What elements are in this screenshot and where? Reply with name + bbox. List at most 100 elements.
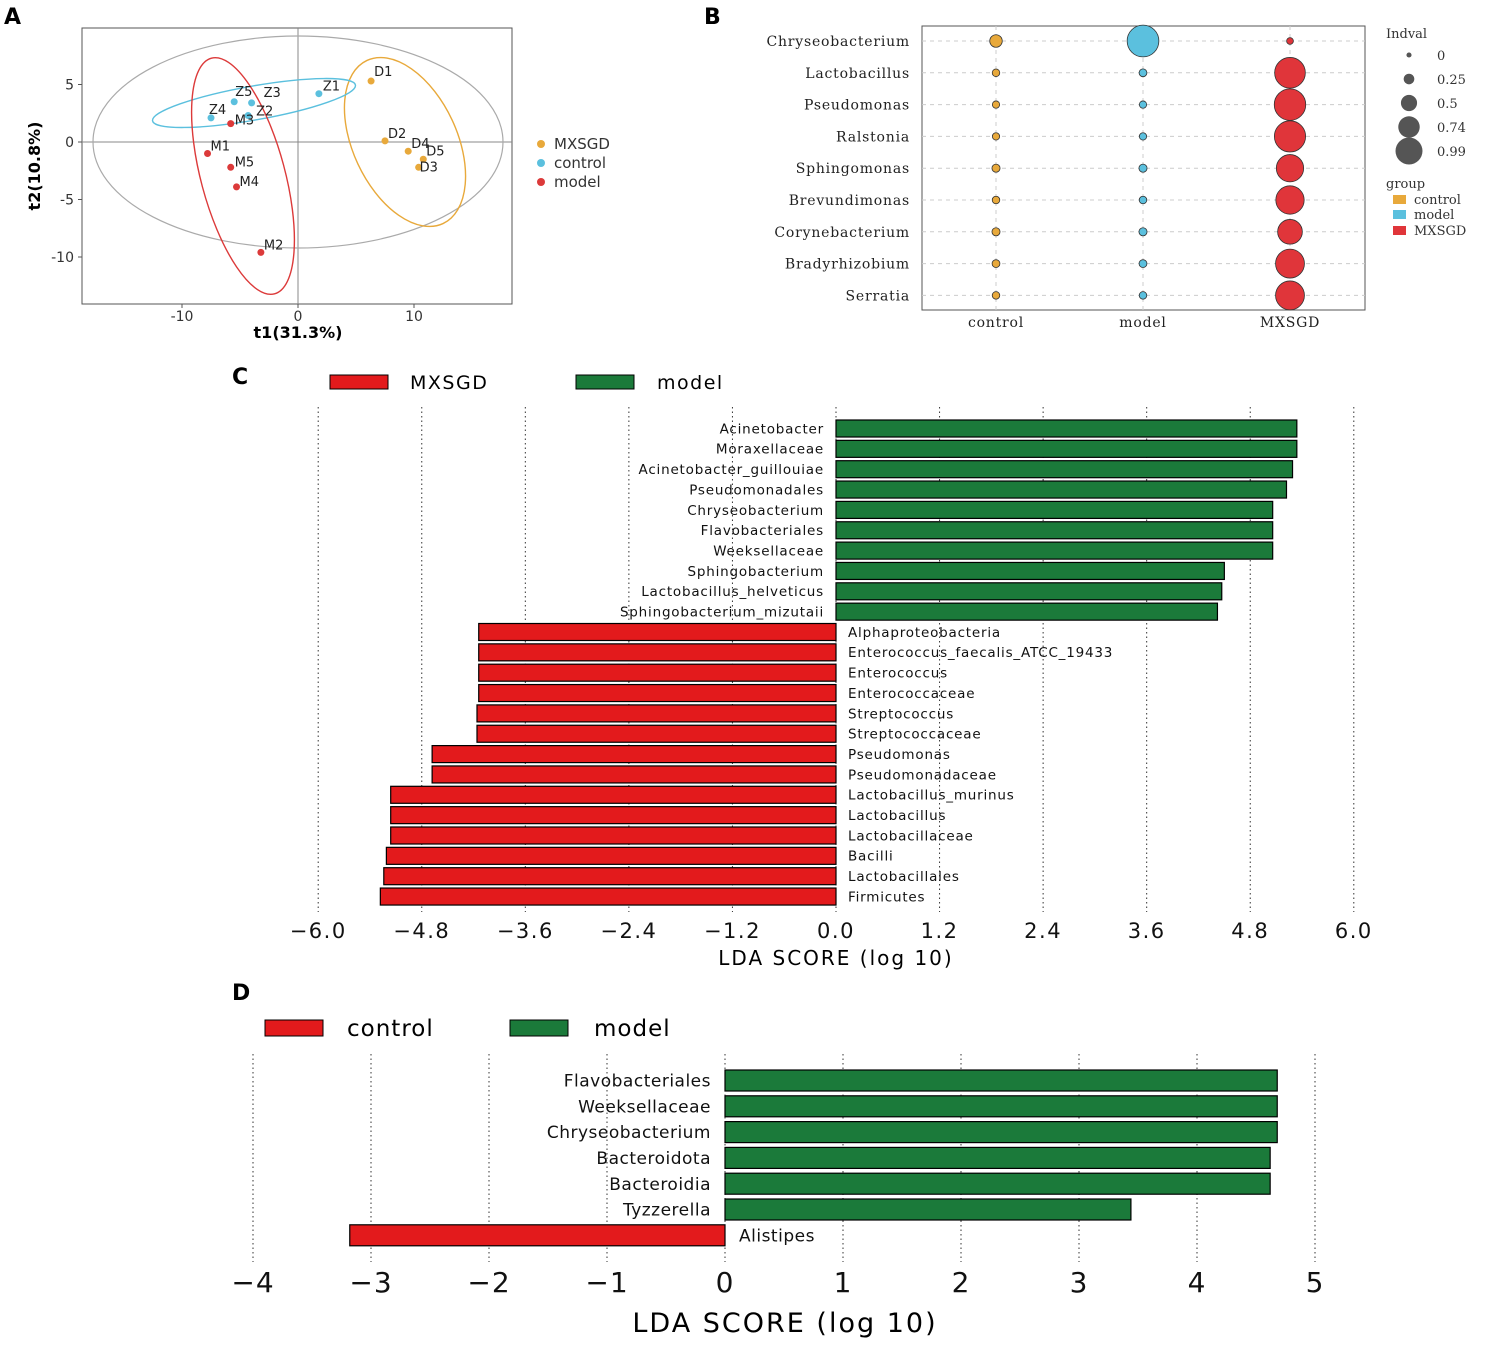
bar-label-enterococcus-faecalis-atcc-19433: Enterococcus_faecalis_ATCC_19433 — [848, 645, 1113, 661]
bar-lactobacillales — [383, 867, 837, 886]
bar-enterococcus-faecalis-atcc-19433 — [478, 643, 837, 662]
bubble-sphingomonas-control — [991, 163, 1001, 173]
taxon-label-ralstonia: Ralstonia — [836, 129, 910, 145]
legend-mxsgd-dot — [537, 140, 545, 148]
panel-a-y-ticks: 5 0 -5 -10 — [51, 78, 82, 266]
bubble-sphingomonas-mxsgd — [1275, 154, 1305, 183]
bubble-lactobacillus-mxsgd — [1274, 57, 1306, 89]
panel-d-bars — [349, 1069, 1278, 1247]
bubble-brevundimonas-mxsgd — [1275, 185, 1305, 215]
indval-legend-label-1: 0.25 — [1437, 73, 1466, 88]
legend-d-control-swatch — [264, 1019, 324, 1037]
bar-lactobacillus-helveticus — [835, 582, 1223, 601]
bar-pseudomonas — [431, 744, 837, 764]
indval-legend-label-4: 0.99 — [1437, 145, 1466, 160]
indval-legend-label-3: 0.74 — [1437, 121, 1466, 136]
bar-pseudomonadales — [835, 480, 1288, 499]
bar-label-acinetobacter: Acinetobacter — [720, 421, 824, 437]
bar-chryseobacterium — [835, 500, 1274, 519]
bar-flavobacteriales — [835, 521, 1274, 540]
bar-label-streptococcaceae: Streptococcaceae — [848, 727, 981, 743]
point-d4 — [404, 147, 412, 155]
legend-model-dot — [537, 178, 545, 186]
point-label-d4: D4 — [411, 137, 429, 152]
indval-legend-circle-1 — [1403, 73, 1415, 85]
point-d2 — [381, 137, 389, 145]
point-d5 — [419, 155, 427, 163]
bar-label-sphingobacterium: Sphingobacterium — [687, 564, 824, 580]
indval-legend-circle-4 — [1395, 137, 1423, 165]
indval-legend-title: Indval — [1386, 27, 1427, 42]
taxon-label-serratia: Serratia — [846, 288, 910, 304]
bubble-chryseobacterium-control — [989, 34, 1003, 48]
bar-label-tyzzerella: Tyzzerella — [622, 1201, 711, 1221]
point-label-m2: M2 — [264, 238, 284, 253]
bar-weeksellaceae — [724, 1095, 1278, 1118]
bar-label-pseudomonadaceae: Pseudomonadaceae — [848, 767, 997, 783]
point-label-m1: M1 — [211, 140, 231, 155]
tick-label-c-0: −6.0 — [290, 919, 347, 943]
bubble-pseudomonas-control — [991, 100, 1001, 109]
tick-label-d-4: 0 — [716, 1266, 735, 1299]
bar-chryseobacterium — [724, 1120, 1278, 1144]
tick-label-c-9: 4.8 — [1231, 919, 1269, 943]
panel-label-b: B — [704, 5, 721, 30]
group-legend-control-label: control — [1414, 193, 1461, 208]
group-label-mxsgd: MXSGD — [1260, 315, 1320, 331]
taxon-label-chryseobacterium: Chryseobacterium — [766, 34, 910, 50]
bubble-ralstonia-control — [991, 132, 1001, 141]
indval-legend-label-2: 0.5 — [1437, 97, 1458, 112]
legend-control-label: control — [554, 154, 606, 172]
tick-label-d-8: 4 — [1188, 1266, 1207, 1299]
bubble-corynebacterium-mxsgd — [1277, 219, 1303, 245]
group-legend-mxsgd-swatch — [1393, 226, 1406, 235]
panel-d-lefse-control-vs-model: control model Flavobacteriales Weeksellac… — [231, 1016, 1323, 1339]
bubble-pseudomonas-mxsgd — [1273, 88, 1307, 121]
panel-a-legend: MXSGD control model — [537, 135, 610, 191]
tick-label-c-3: −2.4 — [600, 919, 657, 943]
bar-firmicutes — [379, 887, 837, 906]
bar-label-enterococcaceae: Enterococcaceae — [848, 686, 975, 702]
panel-a-x-ticks: -10 0 10 — [171, 304, 423, 325]
bar-label-firmicutes: Firmicutes — [848, 889, 925, 905]
bar-label-weeksellaceae: Weeksellaceae — [578, 1097, 711, 1117]
legend-d-model-swatch — [509, 1019, 569, 1037]
tick-label-c-1: −4.8 — [393, 919, 450, 943]
tick-label-d-0: −4 — [231, 1266, 274, 1299]
tick-label-c-7: 2.4 — [1024, 919, 1062, 943]
bar-label-chryseobacterium: Chryseobacterium — [687, 503, 824, 519]
point-m3 — [227, 120, 235, 128]
bar-streptococcus — [476, 704, 837, 723]
panel-b-bubbles — [989, 24, 1307, 311]
bubble-chryseobacterium-model — [1126, 24, 1160, 58]
bar-moraxellaceae — [835, 439, 1298, 458]
bubble-pseudomonas-model — [1138, 100, 1148, 109]
bar-label-bacteroidia: Bacteroidia — [609, 1175, 711, 1195]
panel-b-indval-bubble-plot: Chryseobacterium Lactobacillus Pseudomonas… — [766, 24, 1466, 331]
point-z1 — [315, 90, 323, 98]
bar-alphaproteobacteria — [478, 622, 837, 642]
group-legend-title: group — [1386, 177, 1425, 192]
bubble-serratia-mxsgd — [1275, 280, 1305, 311]
bar-sphingobacterium-mizutaii — [835, 602, 1219, 621]
bar-label-enterococcus: Enterococcus — [848, 666, 948, 682]
group-label-model: model — [1119, 315, 1166, 331]
point-d3 — [415, 163, 423, 171]
panel-label-a: A — [4, 5, 21, 30]
bar-bacteroidia — [724, 1172, 1271, 1195]
point-label-m4: M4 — [240, 175, 260, 190]
legend-mxsgd-label: MXSGD — [554, 135, 610, 153]
panel-c-x-ticks: −6.0 −4.8 −3.6 −2.4 −1.2 0.0 1.2 2.4 3.6 4.8 6.0 — [290, 919, 1372, 943]
point-label-m5: M5 — [235, 155, 255, 170]
bar-flavobacteriales — [724, 1069, 1278, 1092]
group-legend-control-swatch — [1393, 195, 1406, 204]
indval-legend-circle-0 — [1406, 52, 1412, 58]
bubble-ralstonia-mxsgd — [1273, 120, 1307, 153]
bar-label-bacilli: Bacilli — [848, 849, 894, 865]
point-z2 — [244, 112, 252, 120]
bar-label-flavobacteriales: Flavobacteriales — [564, 1072, 711, 1092]
bubble-ralstonia-model — [1138, 132, 1148, 141]
tick-label-c-5: 0.0 — [817, 919, 855, 943]
